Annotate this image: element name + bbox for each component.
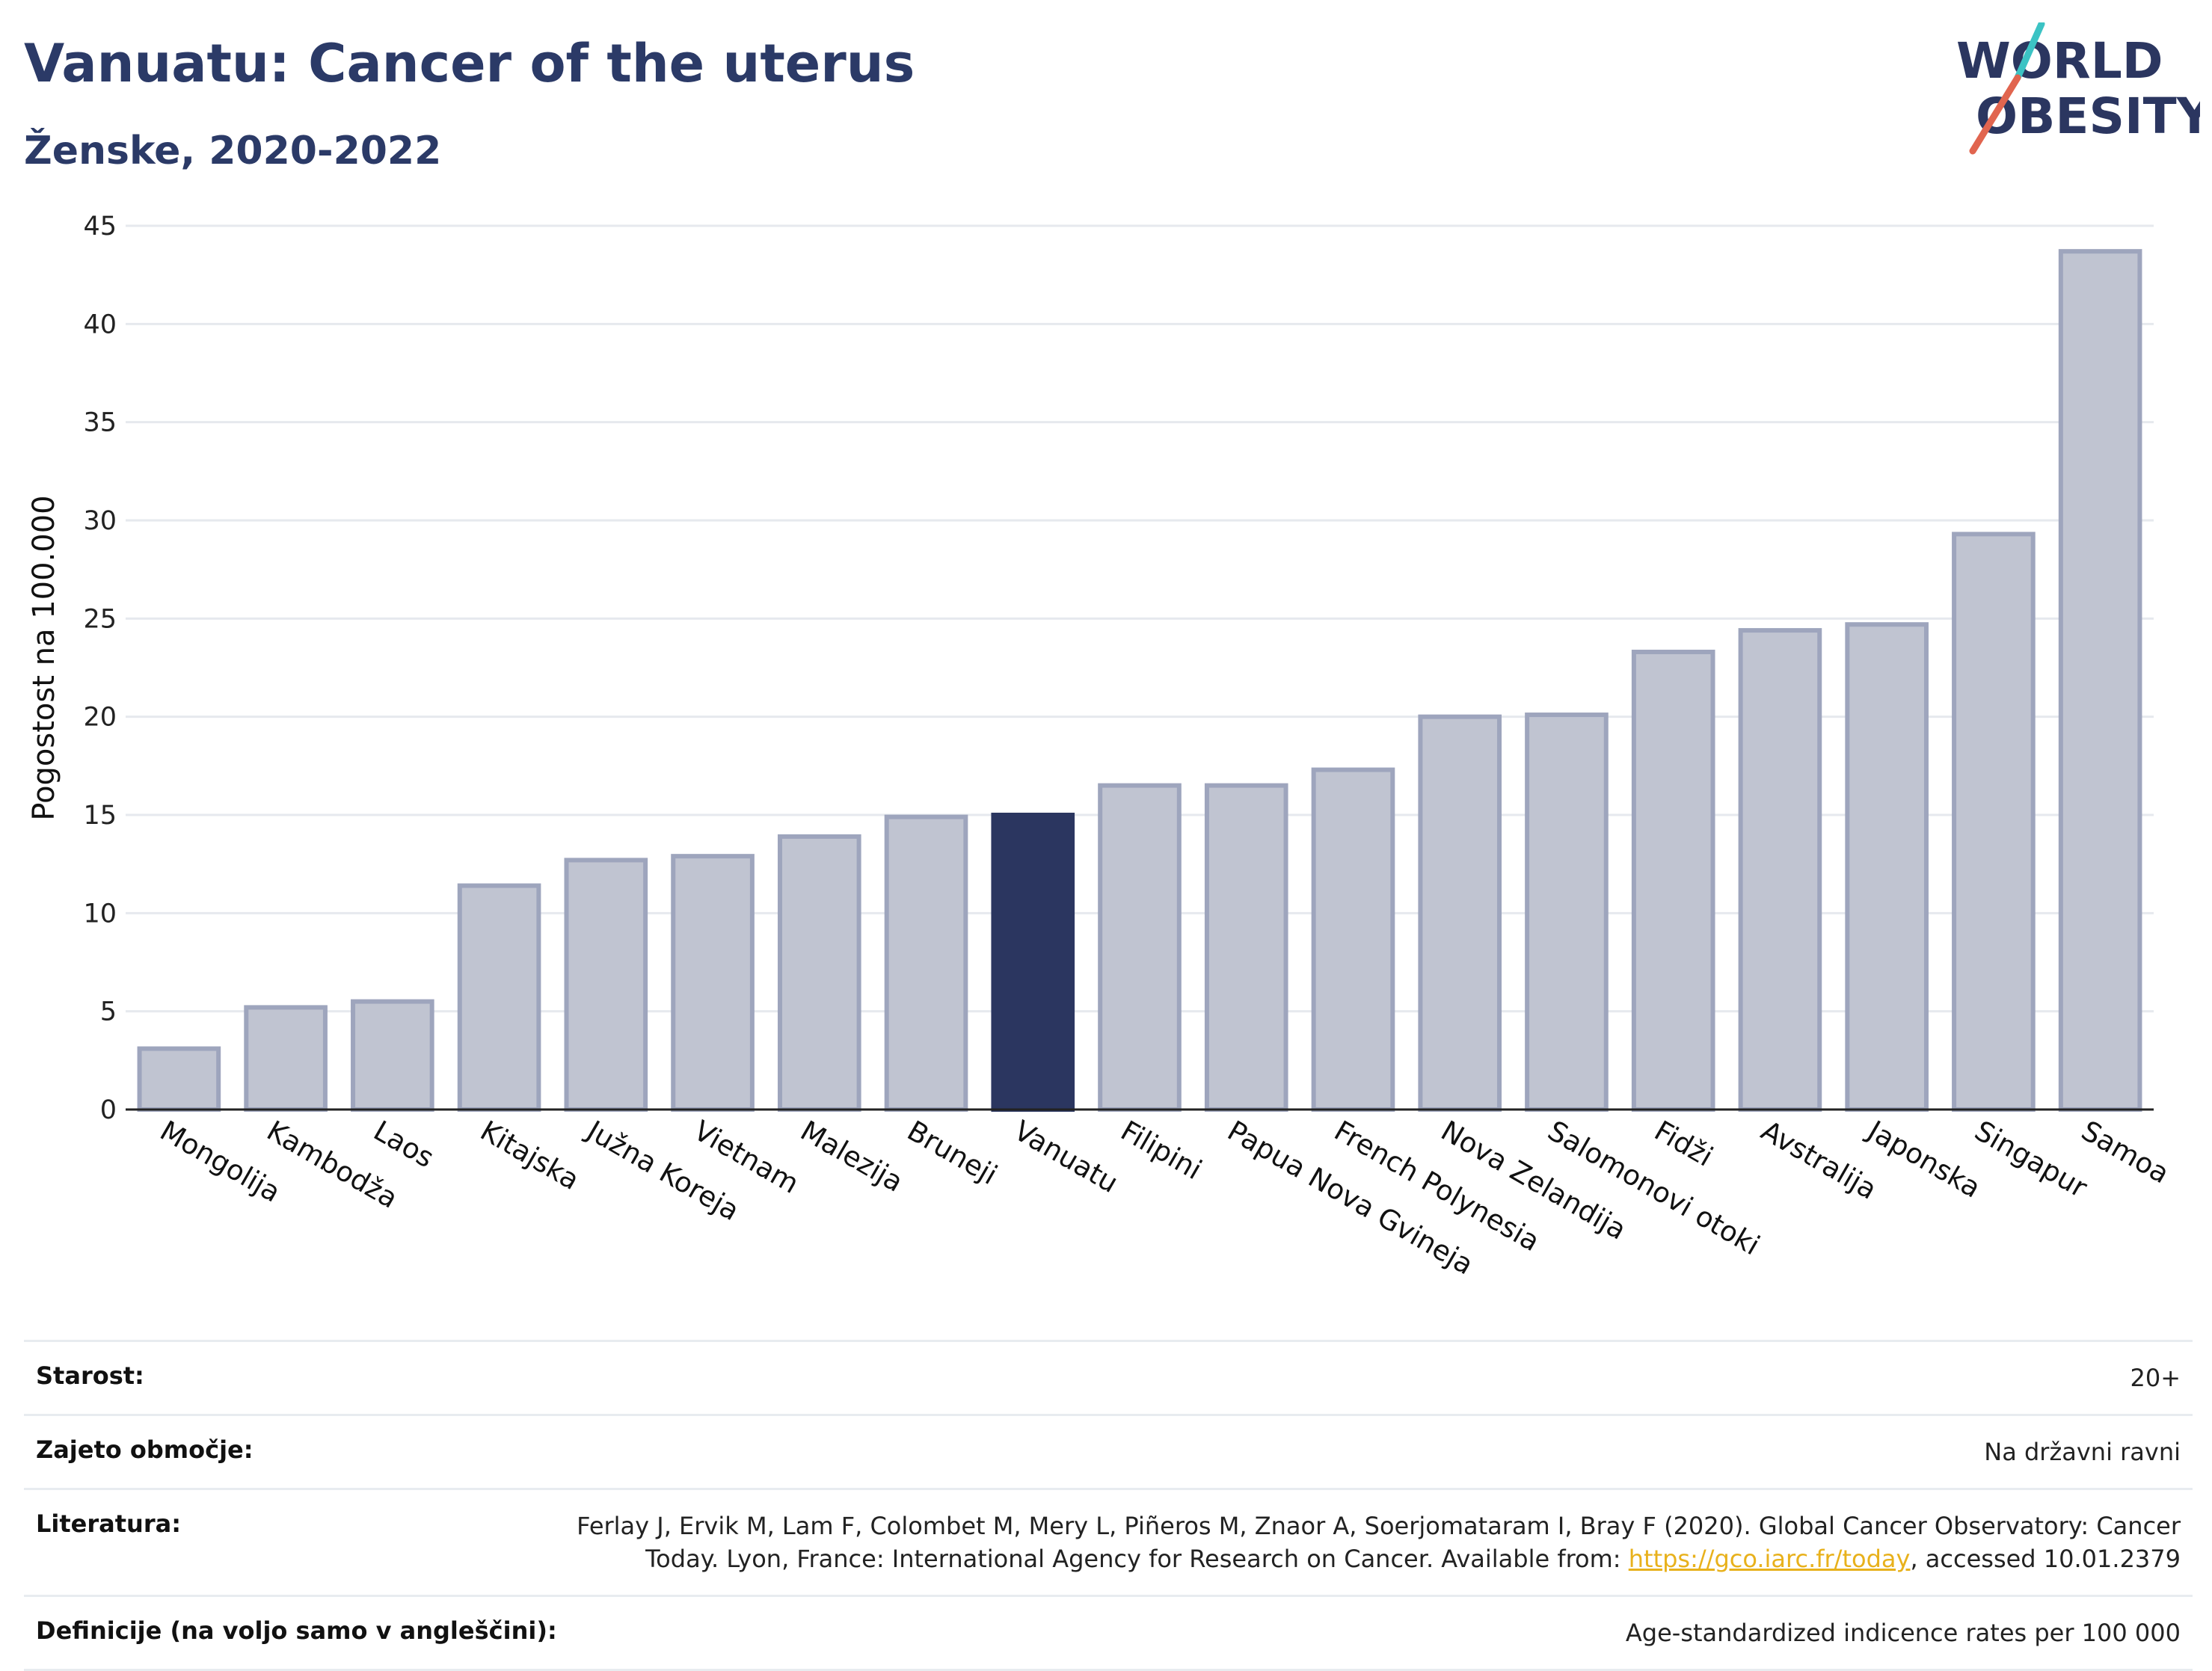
y-axis-title: Pogostost na 100.000 [27, 495, 61, 820]
bar [671, 854, 755, 1113]
x-tick-label: Singapur [1969, 1115, 2093, 1204]
bar-highlight [991, 813, 1075, 1112]
y-tick-label: 10 [83, 899, 117, 929]
y-tick-label: 30 [83, 506, 117, 536]
info-row-references: Literatura: Ferlay J, Ervik M, Lam F, Co… [24, 1488, 2193, 1595]
x-tick-label: Laos [368, 1115, 439, 1175]
coverage-label: Zajeto območje: [36, 1435, 254, 1464]
x-tick-label: Japonska [1861, 1114, 1986, 1204]
bar [884, 814, 968, 1113]
y-tick-label: 20 [83, 703, 117, 733]
bar [1845, 622, 1929, 1112]
info-row-age: Starost: 20+ [24, 1340, 2193, 1414]
bars [137, 249, 2142, 1113]
x-tick-label: Malezija [795, 1115, 909, 1198]
references-text-end: , accessed 10.01.2379 [1910, 1545, 2181, 1573]
info-row-coverage: Zajeto območje: Na državni ravni [24, 1414, 2193, 1488]
info-row-definitions: Definicije (na voljo samo v angleščini):… [24, 1595, 2193, 1671]
y-tick-label: 5 [100, 997, 117, 1027]
bar [2058, 249, 2142, 1113]
coverage-value: Na državni ravni [1984, 1438, 2181, 1466]
chart-title: Vanuatu: Cancer of the uterus [24, 33, 915, 94]
info-table: Starost: 20+ Zajeto območje: Na državni … [24, 1340, 2193, 1671]
x-tick-label: Bruneji [902, 1115, 1003, 1192]
bar [1525, 713, 1609, 1112]
definitions-value: Age-standardized indicence rates per 100… [1625, 1619, 2181, 1647]
age-label: Starost: [36, 1361, 144, 1390]
bar [564, 858, 648, 1112]
y-axis-ticks: 0 5 10 15 20 25 30 35 40 45 [83, 212, 117, 1125]
y-tick-label: 40 [83, 310, 117, 339]
bar [137, 1046, 221, 1113]
age-value: 20+ [2130, 1364, 2181, 1392]
y-tick-label: 45 [83, 212, 117, 241]
bar [457, 883, 541, 1113]
x-tick-label: Vanuatu [1009, 1115, 1124, 1200]
bar [1311, 767, 1395, 1112]
bar [351, 999, 434, 1112]
y-tick-label: 35 [83, 408, 117, 438]
y-tick-label: 25 [83, 604, 117, 634]
bar [1418, 714, 1502, 1112]
y-tick-label: 15 [83, 801, 117, 831]
bar [244, 1005, 328, 1112]
chart-subtitle: Ženske, 2020-2022 [24, 129, 442, 173]
x-tick-label: Fidži [1649, 1115, 1718, 1173]
gco-link[interactable]: https://gco.iarc.fr/today [1628, 1545, 1911, 1573]
logo-line1: WORLD [1956, 32, 2163, 90]
bar [1098, 783, 1182, 1112]
definitions-label: Definicije (na voljo samo v angleščini): [36, 1616, 557, 1645]
bar [1204, 783, 1288, 1112]
y-tick-label: 0 [100, 1095, 117, 1125]
logo-line2: OBESITY [1976, 87, 2200, 145]
bar [1738, 628, 1822, 1112]
x-tick-label: Mongolija [155, 1115, 286, 1209]
x-tick-label: Avstralija [1756, 1115, 1882, 1206]
references-label: Literatura: [36, 1510, 181, 1538]
bar [1952, 532, 2036, 1112]
references-text: Ferlay J, Ervik M, Lam F, Colombet M, Me… [577, 1512, 2181, 1573]
references-value: Ferlay J, Ervik M, Lam F, Colombet M, Me… [565, 1510, 2181, 1575]
world-obesity-logo: WORLD OBESITY [1956, 22, 2200, 155]
bar [777, 834, 861, 1112]
x-tick-label: Kitajska [475, 1115, 585, 1197]
x-tick-label: Filipini [1116, 1115, 1208, 1187]
bar [1631, 649, 1715, 1112]
